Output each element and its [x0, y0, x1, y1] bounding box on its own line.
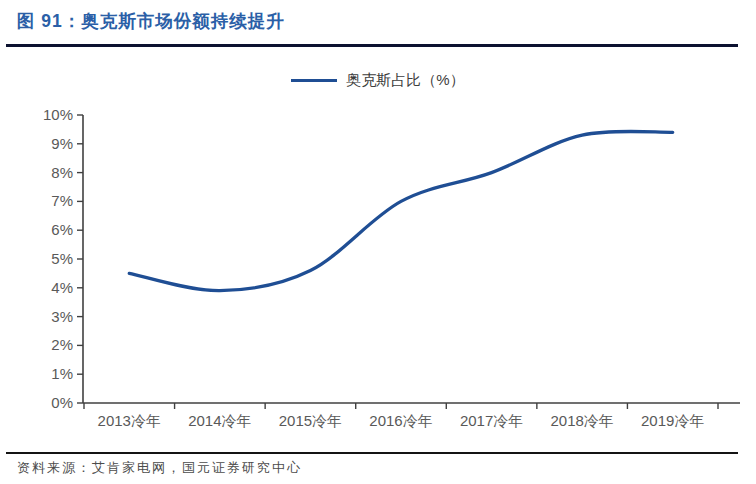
y-tick-label: 10%: [43, 106, 73, 123]
figure-title: 图 91：奥克斯市场份额持续提升: [17, 9, 285, 33]
y-tick-label: 3%: [51, 308, 73, 325]
x-tick-label: 2013冷年: [98, 412, 161, 429]
legend-series-label: 奥克斯占比（%）: [346, 71, 464, 90]
y-tick-label: 8%: [51, 164, 73, 181]
chart-legend: 奥克斯占比（%）: [0, 70, 756, 90]
y-tick-label: 6%: [51, 221, 73, 238]
legend-line-marker: [291, 79, 337, 82]
y-tick-label: 0%: [51, 394, 73, 411]
x-tick-label: 2018冷年: [550, 412, 613, 429]
y-tick-label: 1%: [51, 365, 73, 382]
x-tick-label: 2016冷年: [369, 412, 432, 429]
x-tick-label: 2017冷年: [460, 412, 523, 429]
x-tick-label: 2019冷年: [641, 412, 704, 429]
footer-divider-rule: [6, 452, 738, 454]
x-tick-label: 2015冷年: [279, 412, 342, 429]
y-tick-label: 2%: [51, 336, 73, 353]
title-divider-rule: [6, 44, 738, 47]
y-tick-label: 4%: [51, 279, 73, 296]
x-tick-label: 2014冷年: [188, 412, 251, 429]
report-figure-page: 图 91：奥克斯市场份额持续提升 奥克斯占比（%） 0% 1% 2% 3% 4% 5% 6%…: [0, 0, 756, 484]
y-tick-label: 7%: [51, 192, 73, 209]
source-note: 资料来源：艾肯家电网，国元证券研究中心: [17, 459, 302, 477]
y-tick-label: 9%: [51, 135, 73, 152]
y-tick-label: 5%: [51, 250, 73, 267]
series-line: [129, 131, 672, 290]
line-chart: 0% 1% 2% 3% 4% 5% 6% 7% 8% 9% 10% 2013冷年 2014冷年 2015冷…: [0, 95, 756, 440]
